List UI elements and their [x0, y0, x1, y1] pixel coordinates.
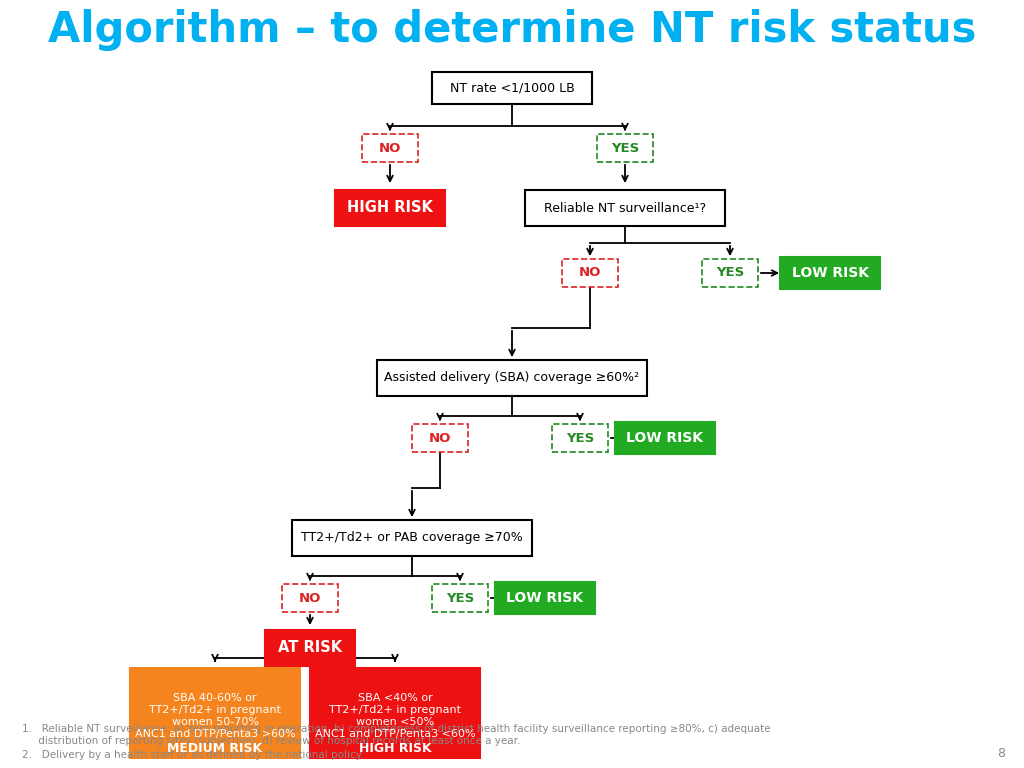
FancyBboxPatch shape — [335, 190, 445, 226]
FancyBboxPatch shape — [562, 259, 618, 287]
FancyBboxPatch shape — [597, 134, 653, 162]
Text: ANC1 and DTP/Penta3 <60%: ANC1 and DTP/Penta3 <60% — [314, 729, 475, 739]
Text: YES: YES — [716, 266, 744, 280]
FancyBboxPatch shape — [282, 584, 338, 612]
Text: TT2+/Td2+ or PAB coverage ≥70%: TT2+/Td2+ or PAB coverage ≥70% — [301, 531, 523, 545]
FancyBboxPatch shape — [265, 630, 355, 666]
FancyBboxPatch shape — [432, 584, 488, 612]
Text: NT rate <1/1000 LB: NT rate <1/1000 LB — [450, 81, 574, 94]
Text: 2.   Delivery by a health staff or as defined by the national policy.: 2. Delivery by a health staff or as defi… — [22, 750, 364, 760]
Text: SBA 40-60% or: SBA 40-60% or — [173, 693, 257, 703]
Text: NO: NO — [379, 141, 401, 154]
Text: 1.   Reliable NT surveillance: a) zero reporting in operation, b) completeness o: 1. Reliable NT surveillance: a) zero rep… — [22, 724, 771, 746]
Text: NO: NO — [579, 266, 601, 280]
Text: YES: YES — [445, 591, 474, 604]
Text: ANC1 and DTP/Penta3 >60%: ANC1 and DTP/Penta3 >60% — [135, 729, 295, 739]
FancyBboxPatch shape — [130, 668, 300, 758]
Text: HIGH RISK: HIGH RISK — [358, 741, 431, 754]
Text: TT2+/Td2+ in pregnant: TT2+/Td2+ in pregnant — [150, 705, 281, 715]
Text: YES: YES — [566, 432, 594, 445]
Text: Reliable NT surveillance¹?: Reliable NT surveillance¹? — [544, 201, 707, 214]
Text: Assisted delivery (SBA) coverage ≥60%²: Assisted delivery (SBA) coverage ≥60%² — [384, 372, 640, 385]
FancyBboxPatch shape — [362, 134, 418, 162]
FancyBboxPatch shape — [552, 424, 608, 452]
Text: TT2+/Td2+ in pregnant: TT2+/Td2+ in pregnant — [329, 705, 461, 715]
Text: women <50%: women <50% — [356, 717, 434, 727]
Text: NO: NO — [429, 432, 452, 445]
Text: SBA <40% or: SBA <40% or — [357, 693, 432, 703]
Text: HIGH RISK: HIGH RISK — [347, 200, 433, 216]
Text: women 50-70%: women 50-70% — [171, 717, 258, 727]
Text: Algorithm – to determine NT risk status: Algorithm – to determine NT risk status — [48, 9, 976, 51]
FancyBboxPatch shape — [495, 582, 595, 614]
FancyBboxPatch shape — [292, 520, 532, 556]
FancyBboxPatch shape — [702, 259, 758, 287]
Text: LOW RISK: LOW RISK — [507, 591, 584, 605]
Text: MEDIUM RISK: MEDIUM RISK — [168, 741, 262, 754]
Text: YES: YES — [611, 141, 639, 154]
FancyBboxPatch shape — [780, 257, 880, 289]
Text: LOW RISK: LOW RISK — [627, 431, 703, 445]
Text: LOW RISK: LOW RISK — [792, 266, 868, 280]
FancyBboxPatch shape — [615, 422, 715, 454]
FancyBboxPatch shape — [377, 360, 647, 396]
Text: NO: NO — [299, 591, 322, 604]
FancyBboxPatch shape — [310, 668, 480, 758]
FancyBboxPatch shape — [525, 190, 725, 226]
Text: AT RISK: AT RISK — [278, 641, 342, 656]
Text: 8: 8 — [997, 747, 1005, 760]
FancyBboxPatch shape — [412, 424, 468, 452]
FancyBboxPatch shape — [432, 72, 592, 104]
